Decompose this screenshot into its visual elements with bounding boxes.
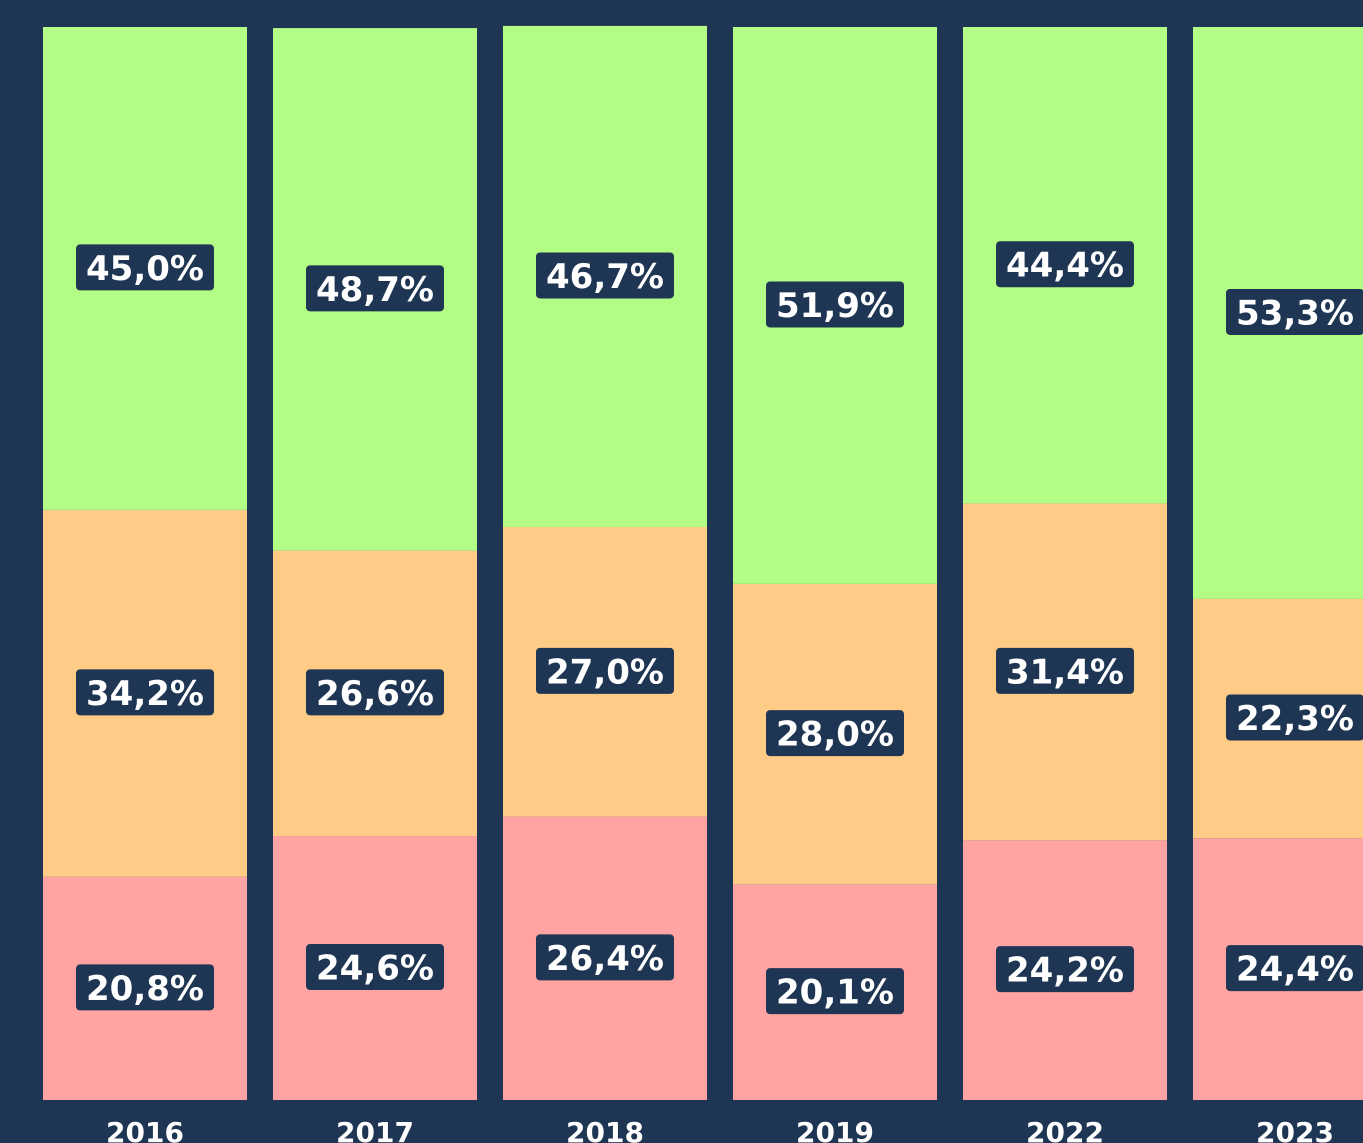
data-label: 45,0% — [86, 249, 204, 289]
x-tick-label: 2018 — [566, 1116, 644, 1143]
data-label: 51,9% — [776, 286, 894, 326]
data-label: 24,4% — [1236, 950, 1354, 990]
label-box — [1226, 288, 1363, 335]
label-box — [536, 252, 674, 299]
data-label: 20,8% — [86, 969, 204, 1009]
label-box — [306, 944, 444, 991]
data-label: 26,4% — [546, 939, 664, 979]
label-box — [536, 934, 674, 981]
data-label: 24,6% — [316, 949, 434, 989]
data-label: 31,4% — [1006, 652, 1124, 692]
label-box — [1226, 945, 1363, 992]
label-box — [996, 946, 1134, 993]
data-label: 22,3% — [1236, 699, 1354, 739]
label-box — [76, 669, 214, 716]
data-label: 27,0% — [546, 652, 664, 692]
label-box — [1226, 694, 1363, 741]
data-label: 28,0% — [776, 715, 894, 755]
label-box — [766, 710, 904, 757]
data-label: 26,6% — [316, 674, 434, 714]
x-tick-label: 2016 — [106, 1116, 184, 1143]
label-box — [766, 281, 904, 328]
label-box — [76, 964, 214, 1011]
label-box — [766, 968, 904, 1015]
x-tick-label: 2023 — [1256, 1116, 1334, 1143]
data-label: 53,3% — [1236, 293, 1354, 333]
data-label: 46,7% — [546, 257, 664, 297]
x-tick-label: 2022 — [1026, 1116, 1104, 1143]
label-box — [76, 244, 214, 291]
label-box — [536, 647, 674, 694]
x-tick-label: 2017 — [336, 1116, 414, 1143]
data-label: 24,2% — [1006, 951, 1124, 991]
label-box — [996, 241, 1134, 288]
label-box — [306, 265, 444, 312]
data-label: 48,7% — [316, 270, 434, 310]
label-box — [306, 669, 444, 716]
data-label: 44,4% — [1006, 246, 1124, 286]
x-tick-label: 2019 — [796, 1116, 874, 1143]
data-label: 34,2% — [86, 674, 204, 714]
data-label: 20,1% — [776, 973, 894, 1013]
label-box — [996, 647, 1134, 694]
